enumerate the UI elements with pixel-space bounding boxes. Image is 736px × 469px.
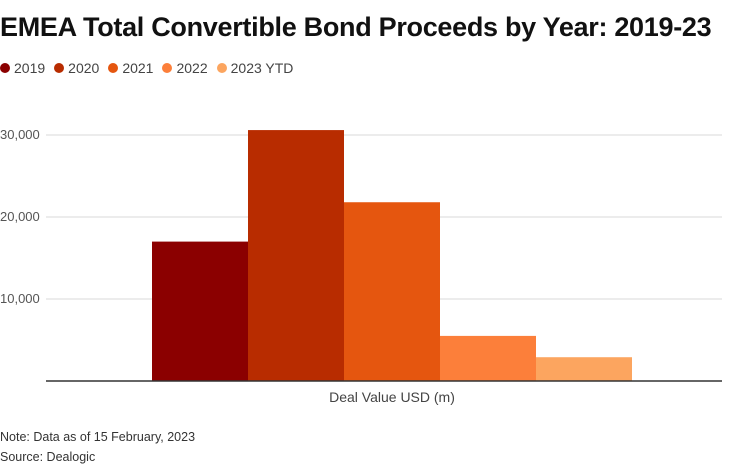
legend-swatch	[162, 63, 173, 73]
bar-2022	[440, 335, 536, 381]
legend-item-2021: 2021	[108, 60, 153, 76]
bar-2020	[248, 130, 344, 381]
x-axis-label: Deal Value USD (m)	[329, 389, 455, 405]
legend-item-2023-ytd: 2023 YTD	[216, 60, 294, 76]
legend-swatch	[54, 63, 65, 73]
y-tick-label: 30,000	[0, 127, 40, 142]
chart-note: Note: Data as of 15 February, 2023	[0, 430, 196, 444]
legend-label: 2022	[176, 60, 208, 76]
bar-2021	[344, 202, 440, 381]
legend-item-2022: 2022	[162, 60, 208, 76]
legend-label: 2019	[14, 60, 46, 76]
y-tick-label: 10,000	[0, 291, 40, 306]
chart-source: Source: Dealogic	[0, 450, 96, 464]
legend-swatch	[216, 63, 227, 73]
legend-item-2019: 2019	[0, 60, 45, 76]
legend-label: 2021	[122, 60, 154, 76]
legend-swatch	[0, 63, 10, 73]
legend-label: 2020	[68, 60, 100, 76]
y-tick-label: 20,000	[0, 209, 40, 224]
legend-label: 2023 YTD	[230, 60, 294, 76]
bar-2023-ytd	[536, 357, 632, 381]
legend-swatch	[108, 63, 119, 73]
bar-2019	[152, 241, 248, 381]
chart-title: EMEA Total Convertible Bond Proceeds by …	[0, 12, 712, 42]
legend-item-2020: 2020	[54, 60, 99, 76]
chart-plot: 10,000 20,000 30,000 Deal Value USD (m)	[0, 127, 722, 405]
chart-legend: 2019 2020 2021 2022 2023 YTD	[0, 60, 302, 76]
